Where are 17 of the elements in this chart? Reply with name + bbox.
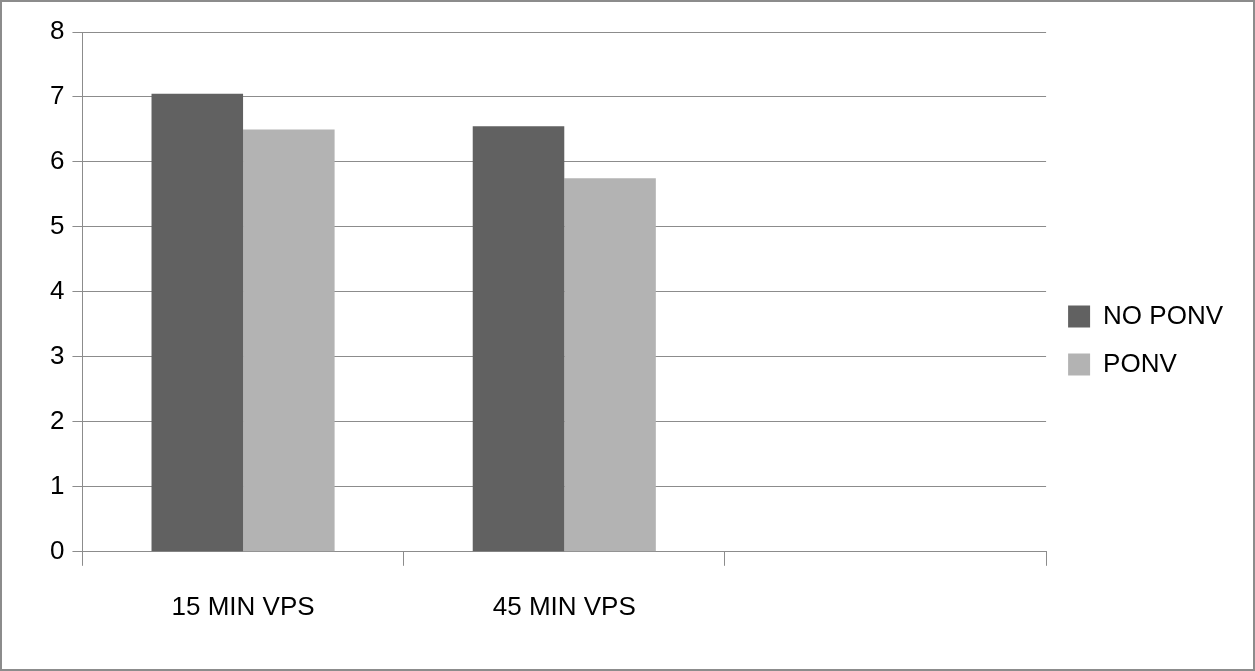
y-tick-label: 0 [49, 534, 65, 565]
bar [151, 93, 244, 552]
x-tick-label: 15 MIN VPS [171, 590, 315, 621]
x-tick-label: 45 MIN VPS [492, 590, 636, 621]
y-tick-label: 8 [49, 15, 65, 46]
y-tick-label: 7 [49, 80, 65, 111]
y-tick-label: 2 [49, 405, 65, 436]
y-tick-label: 5 [49, 210, 65, 241]
bar [564, 178, 656, 552]
legend-label: PONV [1103, 347, 1178, 378]
legend-label: NO PONV [1103, 299, 1224, 330]
y-tick-label: 6 [49, 145, 65, 176]
y-tick-label: 4 [49, 275, 65, 306]
y-tick-label: 1 [49, 470, 65, 500]
bar [243, 129, 335, 552]
bar [472, 126, 565, 552]
y-tick-label: 3 [49, 340, 65, 371]
